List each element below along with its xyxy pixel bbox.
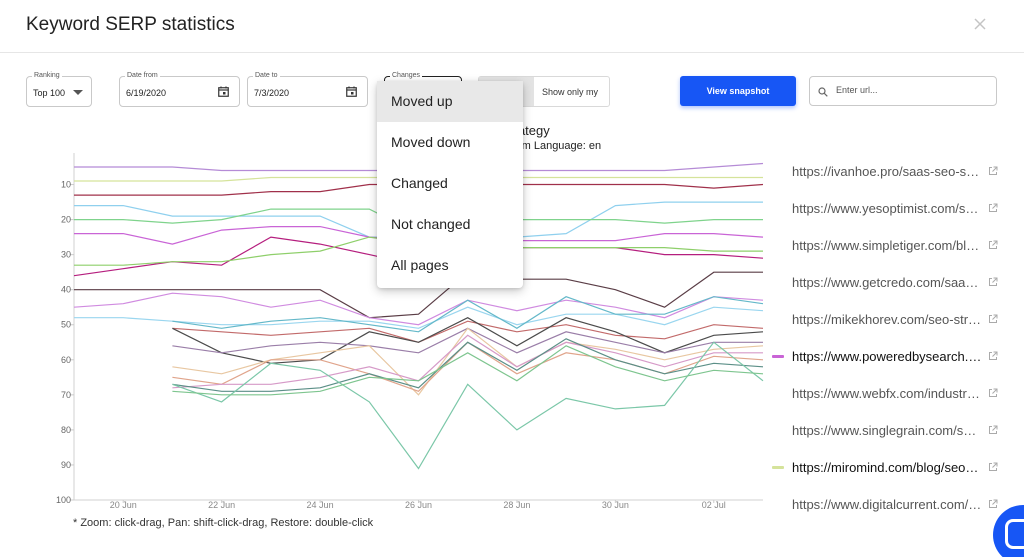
legend-url[interactable]: https://miromind.com/blog/seo-saas xyxy=(792,460,982,475)
caret-down-icon xyxy=(73,90,83,95)
changes-option-moved-down[interactable]: Moved down xyxy=(391,134,471,150)
external-link-icon[interactable] xyxy=(988,351,998,361)
external-link-icon[interactable] xyxy=(988,203,998,213)
external-link-icon[interactable] xyxy=(988,166,998,176)
legend-url[interactable]: https://www.getcredo.com/saas-seo-strate… xyxy=(792,275,982,290)
legend-item[interactable]: https://www.singlegrain.com/saas/saas-se… xyxy=(772,420,1004,440)
external-link-icon[interactable] xyxy=(988,314,998,324)
legend-swatch xyxy=(772,355,784,358)
legend-item[interactable]: https://www.webfx.com/industries/saas-se… xyxy=(772,383,1004,403)
legend-item[interactable]: https://www.yesoptimist.com/seo-strategy… xyxy=(772,198,1004,218)
y-tick-label: 70 xyxy=(61,390,71,400)
legend-item[interactable]: https://www.simpletiger.com/blog/saas-se… xyxy=(772,235,1004,255)
external-link-icon[interactable] xyxy=(988,277,998,287)
external-link-icon[interactable] xyxy=(988,240,998,250)
series-line[interactable] xyxy=(172,334,763,389)
legend-url[interactable]: https://www.poweredbysearch.com/blog/saa… xyxy=(792,349,982,364)
legend-item[interactable]: https://www.digitalcurrent.com/seo/ xyxy=(772,494,1004,514)
changes-label: Changes xyxy=(390,71,423,81)
series-line[interactable] xyxy=(74,306,764,329)
legend-swatch xyxy=(772,466,784,469)
search-icon xyxy=(818,87,828,97)
y-tick-label: 50 xyxy=(61,320,71,330)
y-tick-label: 60 xyxy=(61,355,71,365)
x-tick-label: 02 Jul xyxy=(702,500,726,510)
legend-url[interactable]: https://ivanhoe.pro/saas-seo-strategy/ xyxy=(792,164,982,179)
ranking-select[interactable]: Ranking Top 100 xyxy=(26,71,92,107)
date-to-label: Date to xyxy=(253,71,280,81)
changes-dropdown-menu: Moved up Moved down Changed Not changed All … xyxy=(377,81,523,288)
search-input[interactable] xyxy=(836,85,986,95)
series-line[interactable] xyxy=(172,296,764,333)
ranking-value: Top 100 xyxy=(33,88,66,98)
external-link-icon[interactable] xyxy=(988,499,998,509)
y-tick-label: 80 xyxy=(61,425,71,435)
series-line[interactable] xyxy=(172,345,764,396)
x-tick-label: 28 Jun xyxy=(503,500,530,510)
legend-url[interactable]: https://www.webfx.com/industries/saas-se… xyxy=(792,386,982,401)
legend-url[interactable]: https://www.simpletiger.com/blog/saas-se… xyxy=(792,238,982,253)
legend-item[interactable]: https://mikekhorev.com/seo-strategy xyxy=(772,309,1004,329)
date-from-field[interactable]: Date from 6/19/2020 xyxy=(119,71,240,107)
date-from-value: 6/19/2020 xyxy=(126,88,167,98)
changes-option-changed[interactable]: Changed xyxy=(391,175,448,191)
y-tick-label: 100 xyxy=(56,495,71,505)
y-tick-label: 90 xyxy=(61,460,71,470)
x-tick-label: 26 Jun xyxy=(405,500,432,510)
series-line[interactable] xyxy=(172,338,764,392)
changes-option-moved-up[interactable]: Moved up xyxy=(377,81,523,122)
changes-option-all-pages[interactable]: All pages xyxy=(391,257,449,273)
date-from-label: Date from xyxy=(125,71,160,81)
external-link-icon[interactable] xyxy=(988,388,998,398)
external-link-icon[interactable] xyxy=(988,462,998,472)
series-line[interactable] xyxy=(172,320,764,343)
url-search[interactable] xyxy=(809,76,997,106)
legend-url[interactable]: https://mikekhorev.com/seo-strategy xyxy=(792,312,982,327)
legend-url[interactable]: https://www.yesoptimist.com/seo-strategy… xyxy=(792,201,982,216)
close-icon[interactable] xyxy=(972,16,988,32)
changes-option-not-changed[interactable]: Not changed xyxy=(391,216,471,232)
y-tick-label: 10 xyxy=(61,180,71,190)
header-divider xyxy=(0,52,1024,53)
modal-title: Keyword SERP statistics xyxy=(26,14,235,35)
x-tick-label: 24 Jun xyxy=(307,500,334,510)
legend-item[interactable]: https://miromind.com/blog/seo-saas xyxy=(772,457,1004,477)
y-tick-label: 40 xyxy=(61,285,71,295)
calendar-icon[interactable] xyxy=(218,86,229,97)
series-line[interactable] xyxy=(73,292,764,326)
external-link-icon[interactable] xyxy=(988,425,998,435)
calendar-icon[interactable] xyxy=(346,86,357,97)
series-line[interactable] xyxy=(172,341,764,470)
legend-item[interactable]: https://ivanhoe.pro/saas-seo-strategy/ xyxy=(772,161,1004,181)
x-tick-label: 22 Jun xyxy=(208,500,235,510)
serp-position-chart[interactable]: 10 20 30 40 50 60 70 80 90 100 20 Jun 22 Jun 24 Jun 2… xyxy=(0,150,770,520)
x-tick-label: 30 Jun xyxy=(602,500,629,510)
series-line[interactable] xyxy=(74,271,763,319)
toggle-label: Show only my xyxy=(542,87,599,97)
legend-url[interactable]: https://www.singlegrain.com/saas/saas-se… xyxy=(792,423,982,438)
legend-item[interactable]: https://www.getcredo.com/saas-seo-strate… xyxy=(772,272,1004,292)
y-tick-label: 30 xyxy=(61,250,71,260)
x-tick-label: 20 Jun xyxy=(110,500,137,510)
legend-item[interactable]: https://www.poweredbysearch.com/blog/saa… xyxy=(772,346,1004,366)
y-tick-label: 20 xyxy=(61,215,71,225)
date-to-value: 7/3/2020 xyxy=(254,88,290,98)
date-to-field[interactable]: Date to 7/3/2020 xyxy=(247,71,368,107)
legend-url[interactable]: https://www.digitalcurrent.com/seo/ xyxy=(792,497,982,512)
chart-subtitle: com Language: en xyxy=(510,140,602,152)
view-snapshot-button[interactable]: View snapshot xyxy=(680,76,796,106)
chart-hint: * Zoom: click-drag, Pan: shift-click-dra… xyxy=(73,517,374,529)
ranking-label: Ranking xyxy=(32,71,62,81)
chat-icon xyxy=(1005,519,1024,549)
